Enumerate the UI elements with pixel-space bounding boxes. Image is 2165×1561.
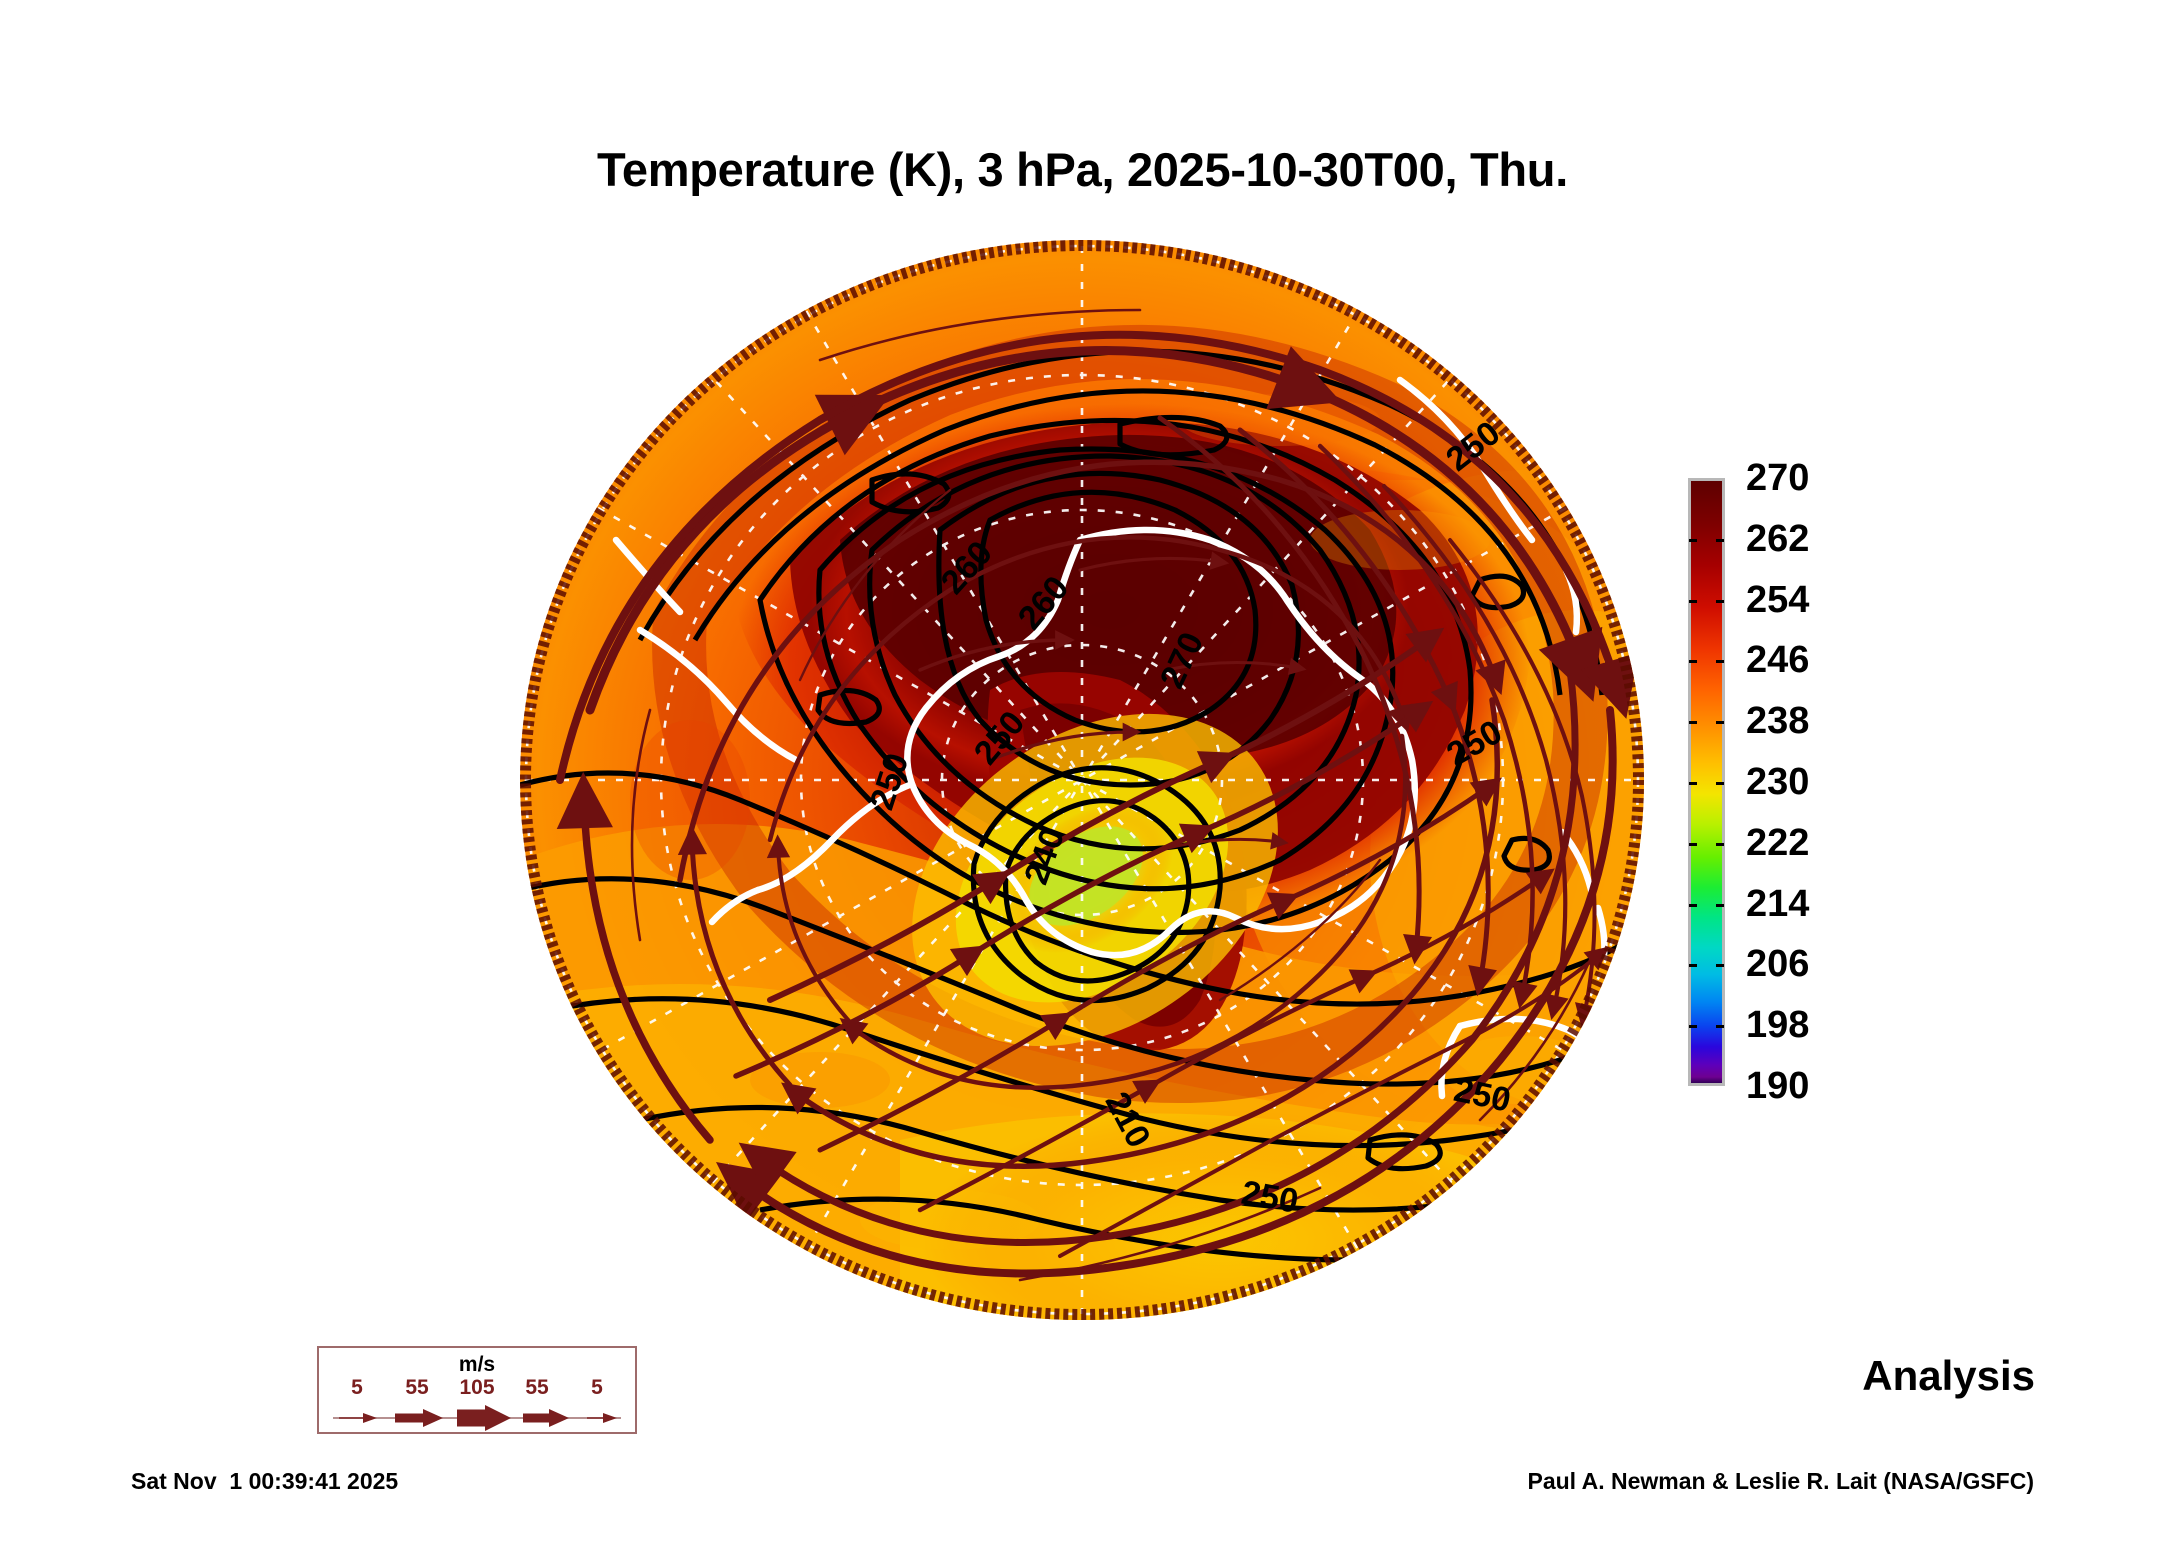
wind-value: 105 bbox=[459, 1376, 495, 1399]
colorbar-tick-label: 246 bbox=[1746, 639, 1810, 682]
colorbar-tick-label: 254 bbox=[1746, 578, 1810, 621]
colorbar-tick bbox=[1716, 842, 1724, 846]
colorbar-tick bbox=[1689, 599, 1697, 603]
wind-streamlines bbox=[556, 308, 1639, 1282]
colorbar-tick-label: 262 bbox=[1746, 517, 1810, 560]
colorbar-tick-label: 222 bbox=[1746, 821, 1810, 864]
colorbar-labels: 270 262 254 246 238 230 222 214 206 198 190 bbox=[1746, 459, 1926, 1105]
colorbar-ticks bbox=[1688, 478, 1725, 1086]
polar-map-svg: 250 250 260 260 270 240 250 250 250 250 … bbox=[520, 240, 1645, 1320]
page-title: Temperature (K), 3 hPa, 2025-10-30T00, T… bbox=[597, 143, 1568, 196]
map-disk: 250 250 260 260 270 240 250 250 250 250 … bbox=[520, 240, 1645, 1320]
colorbar-tick-label: 230 bbox=[1746, 761, 1810, 803]
wind-value: 55 bbox=[525, 1376, 549, 1399]
colorbar-tick bbox=[1689, 842, 1697, 846]
generation-timestamp: Sat Nov 1 00:39:41 2025 bbox=[131, 1468, 399, 1494]
analysis-label: Analysis bbox=[1862, 1352, 2035, 1399]
colorbar-tick-label: 214 bbox=[1746, 882, 1810, 925]
polar-map: 250 250 260 260 270 240 250 250 250 250 … bbox=[520, 240, 1645, 1321]
wind-value: 55 bbox=[405, 1376, 429, 1399]
colorbar-tick bbox=[1716, 538, 1724, 542]
colorbar-tick bbox=[1689, 903, 1697, 907]
wind-speed-legend: m/s 5 55 105 55 5 bbox=[317, 1346, 637, 1434]
wind-value: 5 bbox=[591, 1376, 603, 1399]
colorbar-tick bbox=[1689, 964, 1697, 968]
wind-legend-arrows-svg bbox=[333, 1405, 621, 1431]
colorbar-tick bbox=[1716, 599, 1724, 603]
wind-value: 5 bbox=[351, 1376, 363, 1399]
colorbar-tick bbox=[1689, 1025, 1697, 1029]
colorbar-tick bbox=[1716, 964, 1724, 968]
map-outer-rim bbox=[520, 240, 1644, 1320]
colorbar-tick-label: 206 bbox=[1746, 943, 1810, 986]
author-credit: Paul A. Newman & Leslie R. Lait (NASA/GS… bbox=[1527, 1468, 2034, 1494]
colorbar-tick-label: 270 bbox=[1746, 457, 1810, 499]
contour-label-250: 250 bbox=[1625, 911, 1645, 974]
wind-legend-values: 5 55 105 55 5 bbox=[327, 1376, 627, 1400]
colorbar-tick-label: 238 bbox=[1746, 700, 1810, 743]
wind-legend-arrow-row bbox=[319, 1402, 635, 1434]
colorbar-tick bbox=[1716, 1025, 1724, 1029]
colorbar-tick-label: 190 bbox=[1746, 1065, 1810, 1107]
colorbar-tick bbox=[1716, 903, 1724, 907]
colorbar-tick-label: 198 bbox=[1746, 1004, 1810, 1047]
colorbar-tick bbox=[1689, 782, 1697, 785]
colorbar: 270 262 254 246 238 230 222 214 206 198 190 bbox=[1688, 459, 1988, 1105]
wind-legend-unit-label: m/s bbox=[458, 1353, 496, 1376]
colorbar-tick bbox=[1689, 538, 1697, 542]
colorbar-tick bbox=[1689, 660, 1697, 664]
colorbar-tick bbox=[1716, 782, 1724, 785]
colorbar-tick bbox=[1716, 660, 1724, 664]
colorbar-tick bbox=[1689, 721, 1697, 725]
colorbar-tick bbox=[1716, 721, 1724, 725]
